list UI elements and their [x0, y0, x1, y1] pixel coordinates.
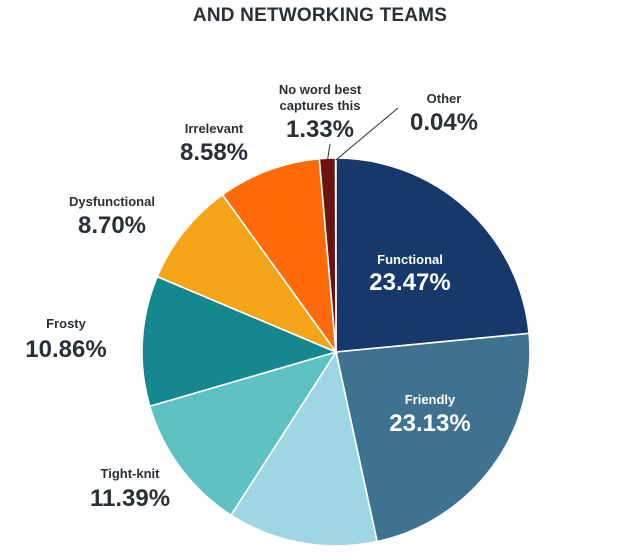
value-friendly: 23.13% [389, 410, 470, 437]
label-frosty: Frosty [46, 316, 87, 331]
label-no-word-best-captures-this: No word best captures this [279, 82, 362, 113]
label-other: Other [427, 91, 462, 106]
label-functional: Functional [377, 252, 443, 267]
slice-functional [335, 157, 530, 353]
slice-frosty [141, 275, 339, 408]
slice-labels: Functional 23.47% Friendly 23.13% Tight-knit… [25, 82, 478, 512]
value-frosty: 10.86% [25, 336, 106, 363]
leader-line-other [335, 107, 399, 161]
leader-line-no-word [327, 143, 331, 161]
label-tight-knit: Tight-knit [101, 466, 161, 481]
label-friendly: Friendly [405, 392, 456, 407]
slice-friendly [335, 332, 531, 543]
slice-dysfunctional [156, 193, 339, 354]
pie-slices [141, 157, 531, 547]
value-dysfunctional: 8.70% [78, 212, 146, 239]
slice-unlabeled [229, 349, 379, 547]
chart-title: AND NETWORKING TEAMS [192, 5, 448, 26]
slice-irrelevant [221, 157, 338, 355]
value-irrelevant: 8.58% [180, 139, 248, 166]
value-functional: 23.47% [369, 269, 450, 296]
value-tight-knit: 11.39% [90, 485, 170, 512]
value-no-word-best-captures-this: 1.33% [286, 116, 354, 143]
value-other: 0.04% [410, 109, 478, 136]
label-irrelevant: Irrelevant [185, 121, 244, 136]
label-dysfunctional: Dysfunctional [69, 194, 155, 209]
leader-lines [327, 107, 399, 161]
